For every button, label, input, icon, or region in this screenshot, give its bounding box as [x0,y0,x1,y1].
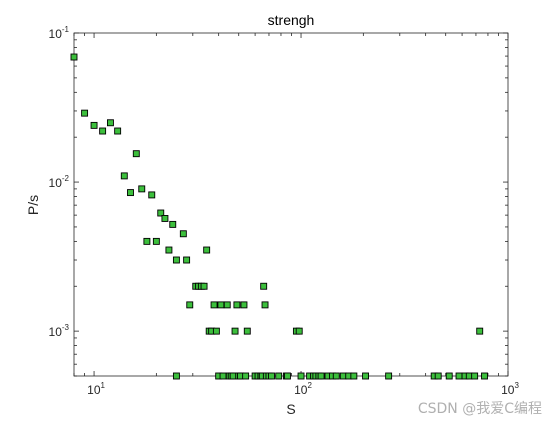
data-point [434,372,442,380]
x-axis-label: S [286,401,295,417]
data-point [165,246,173,254]
data-point [132,150,140,158]
watermark: CSDN @我爱C编程 [417,401,542,417]
data-point [81,109,89,117]
data-point [332,372,340,380]
data-point [476,327,484,335]
data-point [127,189,134,197]
data-point [152,237,160,245]
data-point [275,372,283,380]
data-point [212,327,220,335]
data-point [362,372,369,380]
chart-title: strengh [268,12,315,28]
data-point [143,237,151,245]
data-point [350,372,358,380]
data-point [471,372,479,380]
data-point [260,282,268,290]
data-point [268,372,275,380]
data-point [219,372,227,380]
data-point [183,256,191,264]
data-point [161,214,169,222]
data-point [243,327,251,335]
data-point [284,372,291,380]
y-axis-label: P/s [25,195,41,215]
data-point [172,372,180,380]
y-tick-label: 10-3 [49,323,70,339]
tick-labels: 101 102 103 10-1 10-2 10-3 [49,25,520,397]
data-point [295,327,303,335]
data-point [210,301,218,309]
data-point [148,191,156,199]
data-points [70,53,488,380]
data-point [242,372,250,380]
data-point [90,121,98,129]
data-point [186,301,194,309]
data-point [385,372,393,380]
x-tick-label: 103 [501,381,519,397]
data-point [138,185,146,193]
data-point [179,230,187,238]
data-point [203,246,211,254]
data-point [114,127,122,135]
data-point [317,372,325,380]
data-point [231,327,239,335]
data-point [481,372,488,380]
data-point [169,220,177,228]
data-point [70,53,78,61]
data-point [455,372,463,380]
data-point [172,256,180,264]
data-point [261,301,269,309]
data-point [200,282,208,290]
data-point [99,127,107,135]
data-point [120,172,128,180]
data-point [240,301,248,309]
plot-area [73,32,509,377]
data-point [223,301,231,309]
y-tick-label: 10-2 [49,174,70,190]
data-point [217,301,225,309]
x-tick-label: 101 [87,381,105,397]
data-point [445,372,453,380]
data-point [106,119,114,127]
x-tick-label: 102 [294,381,312,397]
y-tick-label: 10-1 [49,25,70,41]
data-point [297,372,305,380]
data-point [229,372,237,380]
data-point [233,301,241,309]
data-point [157,209,165,217]
